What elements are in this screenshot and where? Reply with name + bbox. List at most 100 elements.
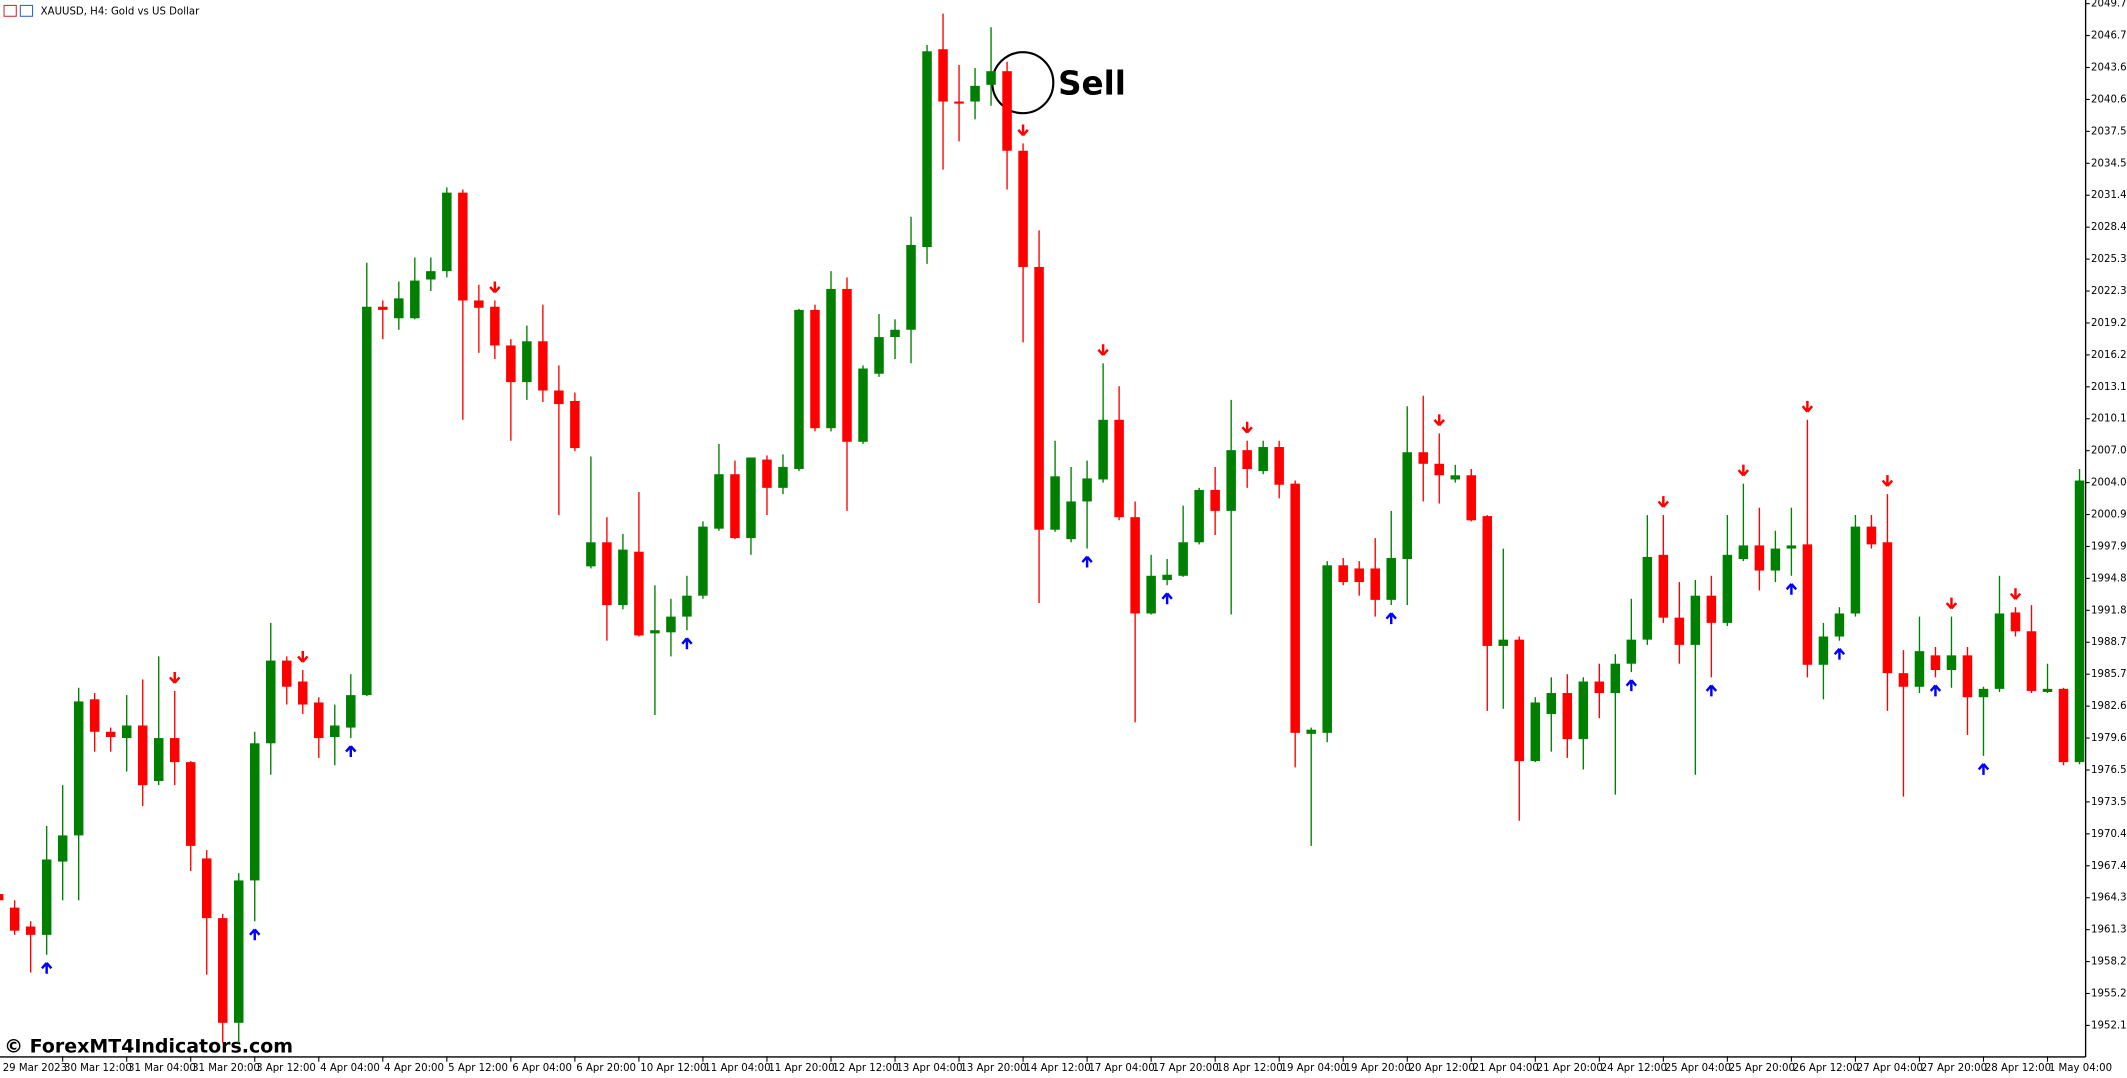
candle-body	[474, 300, 484, 308]
x-tick-label: 25 Apr 04:00	[1665, 1063, 1731, 1074]
candle-body	[298, 681, 308, 705]
buy-arrow	[345, 745, 357, 758]
sell-arrow	[1241, 421, 1253, 434]
candle-body	[618, 549, 628, 606]
candle-body	[362, 306, 372, 696]
candle-body	[1818, 636, 1829, 665]
x-tick-label: 31 Mar 20:00	[192, 1063, 260, 1074]
candle-body	[1850, 526, 1861, 614]
x-tick-label: 12 Apr 12:00	[832, 1063, 898, 1074]
y-tick-label: 1955.20	[2091, 988, 2127, 999]
candle-body	[842, 288, 852, 442]
candle-body	[2058, 688, 2069, 763]
y-tick-label: 2028.40	[2091, 222, 2127, 233]
candle-body	[1482, 516, 1493, 646]
sell-arrow	[1801, 400, 1814, 413]
candle-body	[1690, 595, 1701, 645]
x-tick-label: 25 Apr 20:00	[1729, 1063, 1795, 1074]
candle-body	[1834, 613, 1845, 637]
candle-body	[330, 725, 340, 738]
candle-body	[954, 101, 964, 104]
candle-body	[1722, 554, 1733, 623]
candle-body	[266, 660, 276, 744]
x-tick-label: 6 Apr 04:00	[512, 1063, 572, 1074]
y-tick-label: 1991.80	[2091, 605, 2127, 616]
buy-arrow	[1625, 679, 1637, 692]
candle-body	[794, 309, 804, 470]
y-tick-label: 2007.05	[2091, 446, 2127, 457]
x-tick-label: 28 Apr 12:00	[1985, 1063, 2051, 1074]
sell-arrow	[1881, 475, 1894, 487]
candle-body	[1418, 452, 1428, 464]
candle-body	[730, 474, 740, 539]
x-tick-label: 4 Apr 04:00	[320, 1063, 380, 1074]
y-tick-label: 1973.50	[2091, 797, 2127, 808]
candle-body	[922, 51, 932, 248]
sell-arrow	[2009, 588, 2022, 600]
candle-body	[1258, 447, 1268, 472]
candle-body	[282, 660, 292, 687]
candle-body	[602, 542, 612, 606]
y-tick-label: 1988.75	[2091, 637, 2127, 648]
y-tick-label: 2040.60	[2091, 94, 2127, 105]
candle-body	[1578, 681, 1589, 740]
candle-body	[1402, 452, 1412, 560]
y-tick-label: 1994.85	[2091, 573, 2127, 584]
y-tick-label: 2031.45	[2091, 190, 2127, 201]
candle-body	[906, 244, 916, 330]
candle-body	[1162, 574, 1172, 580]
candle-body	[0, 894, 4, 901]
candle-body	[137, 725, 148, 786]
x-tick-label: 27 Apr 20:00	[1921, 1063, 1987, 1074]
candle-body	[634, 551, 644, 636]
candle-body	[826, 288, 836, 429]
candle-body	[1018, 150, 1028, 267]
candle-body	[1034, 266, 1044, 530]
candle-body	[1738, 545, 1749, 560]
candle-body	[1914, 651, 1925, 687]
candle-body	[1642, 556, 1653, 640]
x-tick-label: 13 Apr 20:00	[960, 1063, 1026, 1074]
buy-arrow	[1785, 583, 1798, 595]
sell-arrow	[169, 671, 181, 684]
watermark: © ForexMT4Indicators.com	[4, 1035, 293, 1057]
candle-body	[698, 526, 708, 596]
x-tick-label: 24 Apr 12:00	[1601, 1063, 1667, 1074]
y-tick-label: 2043.65	[2091, 63, 2127, 74]
candle-body	[938, 49, 948, 102]
candle-body	[1978, 688, 1989, 698]
x-tick-label: 4 Apr 20:00	[384, 1063, 444, 1074]
sell-arrow	[489, 281, 501, 294]
candle-body	[586, 542, 596, 567]
candle-body	[1946, 655, 1957, 671]
candle-body	[2074, 480, 2085, 763]
x-tick-label: 31 Mar 04:00	[128, 1063, 196, 1074]
candle-body	[1802, 544, 1813, 665]
sell-arrow	[297, 651, 309, 663]
candle-body	[1658, 554, 1669, 618]
x-tick-label: 11 Apr 20:00	[768, 1063, 834, 1074]
candle-body	[1050, 476, 1060, 530]
candle-body	[1002, 71, 1012, 151]
candle-body	[1466, 475, 1477, 521]
y-tick-label: 2004.00	[2091, 478, 2127, 489]
candle-body	[970, 85, 980, 102]
candle-body	[1882, 542, 1893, 674]
x-tick-label: 30 Mar 12:00	[64, 1063, 132, 1074]
candle-body	[1866, 526, 1877, 545]
candle-body	[314, 702, 324, 739]
x-tick-label: 13 Apr 04:00	[896, 1063, 962, 1074]
candle-body	[217, 918, 228, 1023]
candle-body	[746, 457, 756, 539]
x-tick-label: 14 Apr 12:00	[1024, 1063, 1090, 1074]
y-tick-label: 1976.55	[2091, 765, 2127, 776]
sell-arrow	[1097, 344, 1109, 356]
sell-arrow	[1433, 414, 1445, 427]
candle-body	[9, 907, 20, 931]
candle-body	[2026, 631, 2037, 691]
x-tick-label: 26 Apr 12:00	[1793, 1063, 1859, 1074]
candle-body	[153, 738, 164, 781]
